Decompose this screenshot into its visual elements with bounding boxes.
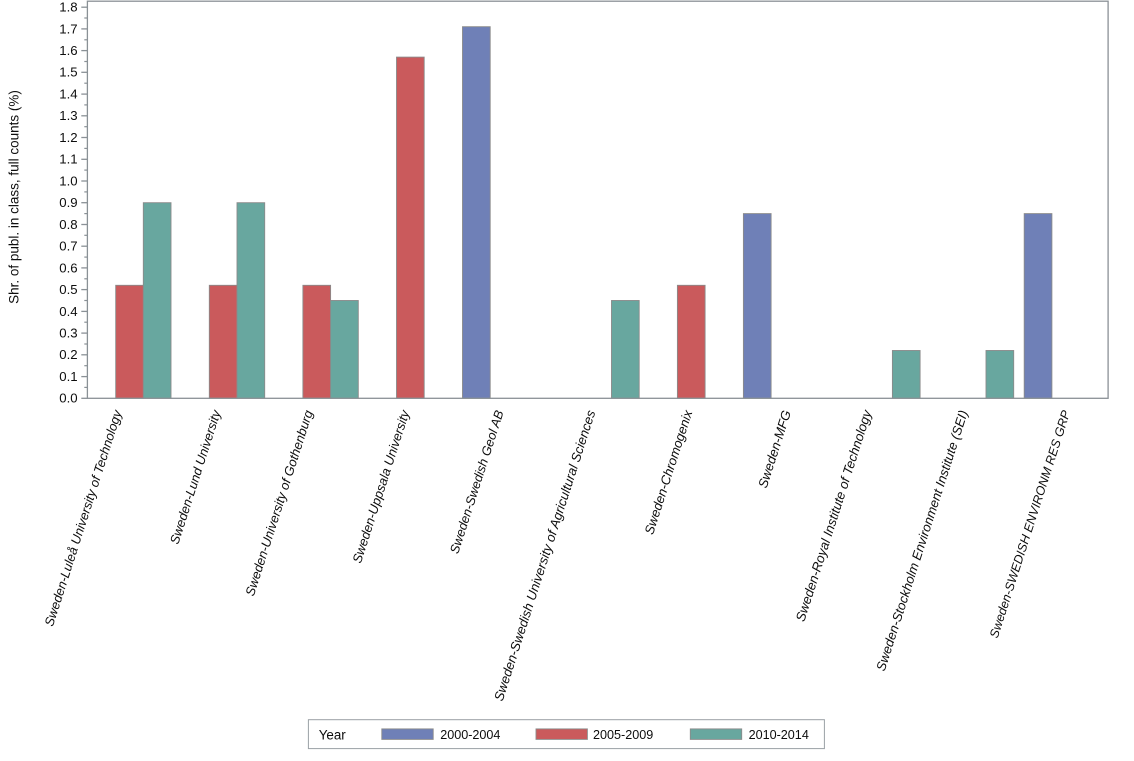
svg-text:0.0: 0.0 [59,391,77,406]
svg-text:1.2: 1.2 [59,130,77,145]
svg-text:Shr. of publ. in class, full c: Shr. of publ. in class, full counts (%) [7,90,22,304]
svg-text:0.7: 0.7 [59,239,77,254]
svg-text:0.1: 0.1 [59,369,77,384]
svg-text:1.8: 1.8 [59,0,77,15]
svg-text:2000-2004: 2000-2004 [440,728,500,742]
svg-text:1.4: 1.4 [59,87,77,102]
svg-text:0.2: 0.2 [59,347,77,362]
svg-text:1.7: 1.7 [59,21,77,36]
svg-text:1.6: 1.6 [59,43,77,58]
svg-text:0.3: 0.3 [59,326,77,341]
svg-text:Year: Year [319,727,347,742]
svg-text:0.4: 0.4 [59,304,77,319]
svg-text:1.3: 1.3 [59,108,77,123]
svg-text:0.8: 0.8 [59,217,77,232]
svg-text:1.0: 1.0 [59,173,77,188]
svg-text:0.9: 0.9 [59,195,77,210]
svg-text:1.5: 1.5 [59,65,77,80]
svg-text:2005-2009: 2005-2009 [593,728,653,742]
svg-text:1.1: 1.1 [59,152,77,167]
svg-text:0.5: 0.5 [59,282,77,297]
svg-text:2010-2014: 2010-2014 [749,728,809,742]
svg-text:0.6: 0.6 [59,260,77,275]
